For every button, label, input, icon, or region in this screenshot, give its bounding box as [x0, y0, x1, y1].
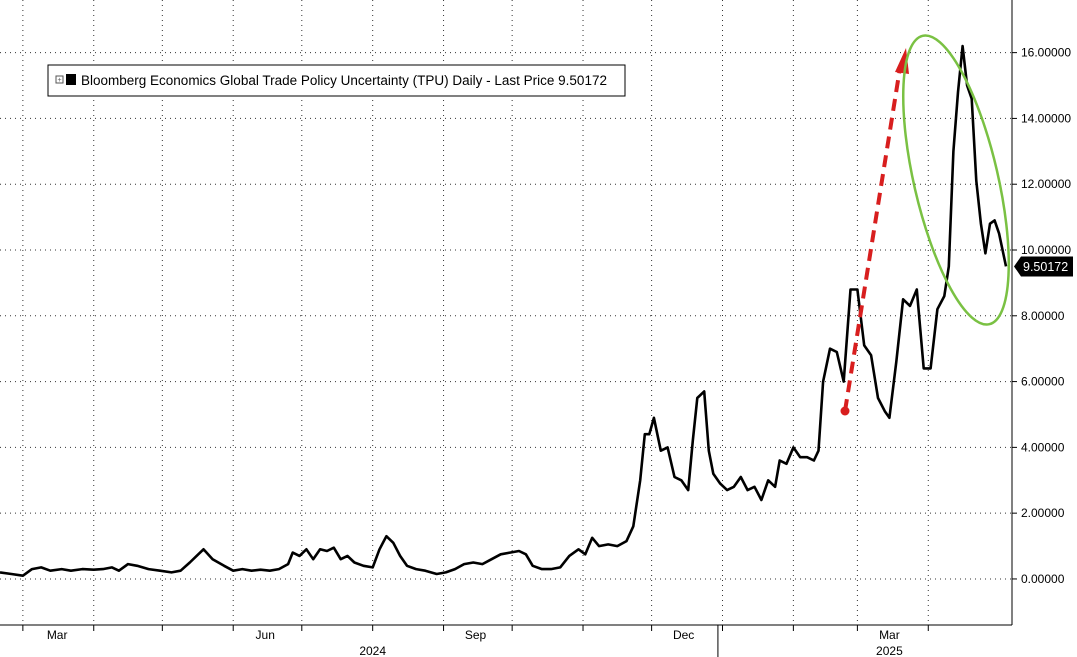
legend-box — [47, 64, 626, 97]
legend-expand-icon — [55, 75, 64, 84]
annotation-arrow — [840, 48, 909, 416]
last-price-tag-text: 9.50172 — [1023, 260, 1068, 274]
y-tick-label: 10.00000 — [1021, 243, 1071, 257]
legend-text: Bloomberg Economics Global Trade Policy … — [81, 73, 607, 88]
y-tick-label: 16.00000 — [1021, 46, 1071, 60]
y-tick-label: 6.00000 — [1021, 375, 1065, 389]
legend-swatch — [66, 74, 76, 85]
x-tick-label: Mar — [47, 628, 68, 642]
x-year-label: 2024 — [359, 644, 386, 657]
y-tick-label: 12.00000 — [1021, 177, 1071, 191]
x-tick-label: Mar — [879, 628, 900, 642]
y-tick-label: 14.00000 — [1021, 111, 1071, 125]
x-ticks: Mar Jun Sep Dec Mar 2024 2025 — [22, 625, 929, 657]
y-tick-label: 4.00000 — [1021, 440, 1065, 454]
last-price-tag-box — [1014, 256, 1073, 277]
gridlines — [0, 0, 1012, 625]
highlight-ellipse — [901, 34, 1011, 326]
legend: + Bloomberg Economics Global Trade Polic… — [47, 64, 626, 97]
axis-frame — [0, 0, 1013, 626]
x-year-label: 2025 — [876, 644, 903, 657]
x-tick-label: Dec — [673, 628, 694, 642]
arrow-shaft — [843, 67, 902, 412]
last-price-tag: 9.50172 — [1014, 256, 1073, 277]
y-tick-label: 8.00000 — [1021, 309, 1065, 323]
y-ticks: 0.00000 2.00000 4.00000 6.00000 8.00000 10.00… — [1012, 46, 1071, 586]
legend-expand-plus: + — [57, 77, 61, 84]
x-tick-label: Sep — [465, 628, 487, 642]
y-tick-label: 2.00000 — [1021, 506, 1065, 520]
x-tick-label: Jun — [256, 628, 275, 642]
series-line — [0, 44, 1008, 577]
y-tick-label: 0.00000 — [1021, 572, 1065, 586]
